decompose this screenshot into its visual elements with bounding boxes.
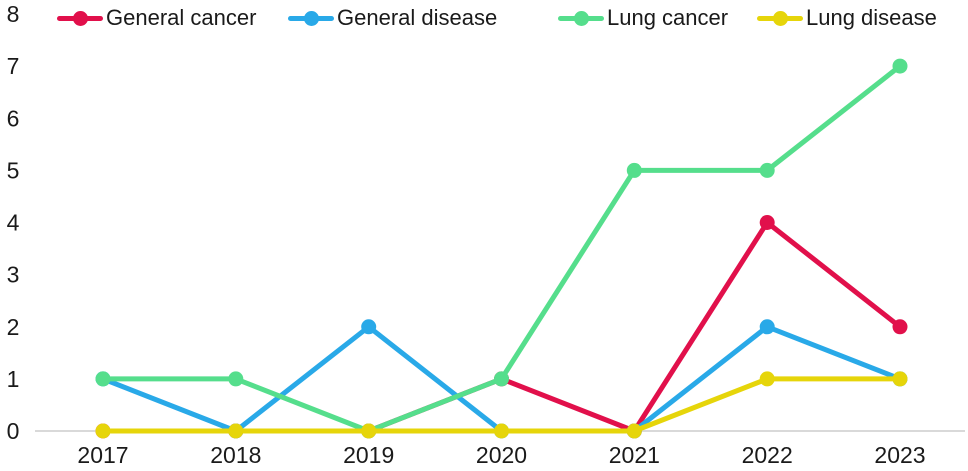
data-point-lung-cancer-2023 [892,58,908,74]
x-tick-label: 2019 [343,442,394,468]
y-tick-label: 5 [7,157,20,183]
data-point-lung-disease-2017 [95,423,111,439]
data-point-lung-cancer-2022 [759,162,775,178]
y-tick-label: 7 [7,53,20,79]
data-point-lung-disease-2020 [494,423,509,439]
series-lung-cancer [95,58,908,439]
x-tick-label: 2021 [609,442,660,468]
y-tick-label: 0 [7,418,20,444]
series-lung-disease [95,371,908,439]
x-tick-label: 2020 [476,442,527,468]
data-point-lung-disease-2022 [759,371,775,387]
y-tick-label: 2 [7,314,20,340]
data-point-lung-cancer-2018 [228,371,244,387]
y-tick-label: 3 [7,262,20,288]
series-line-general-cancer [100,220,903,434]
data-point-general-cancer-2022 [759,215,775,230]
x-tick-label: 2017 [77,442,128,468]
data-point-lung-cancer-2017 [95,371,111,387]
data-point-lung-disease-2019 [361,423,377,439]
data-point-general-disease-2019 [361,319,377,335]
x-tick-label: 2018 [210,442,261,468]
y-tick-label: 1 [7,366,20,392]
data-point-lung-cancer-2020 [494,371,509,387]
y-tick-label: 4 [7,210,20,236]
y-tick-label: 6 [7,105,20,131]
data-point-lung-disease-2021 [626,423,642,439]
series-general-cancer [95,215,908,439]
y-tick-label: 8 [7,1,20,27]
x-tick-label: 2023 [874,442,925,468]
data-point-lung-disease-2018 [228,423,244,439]
data-point-general-cancer-2023 [892,319,908,335]
data-point-general-disease-2022 [759,319,775,335]
x-tick-label: 2022 [742,442,793,468]
data-point-lung-disease-2023 [892,371,908,387]
data-point-lung-cancer-2021 [626,162,642,178]
